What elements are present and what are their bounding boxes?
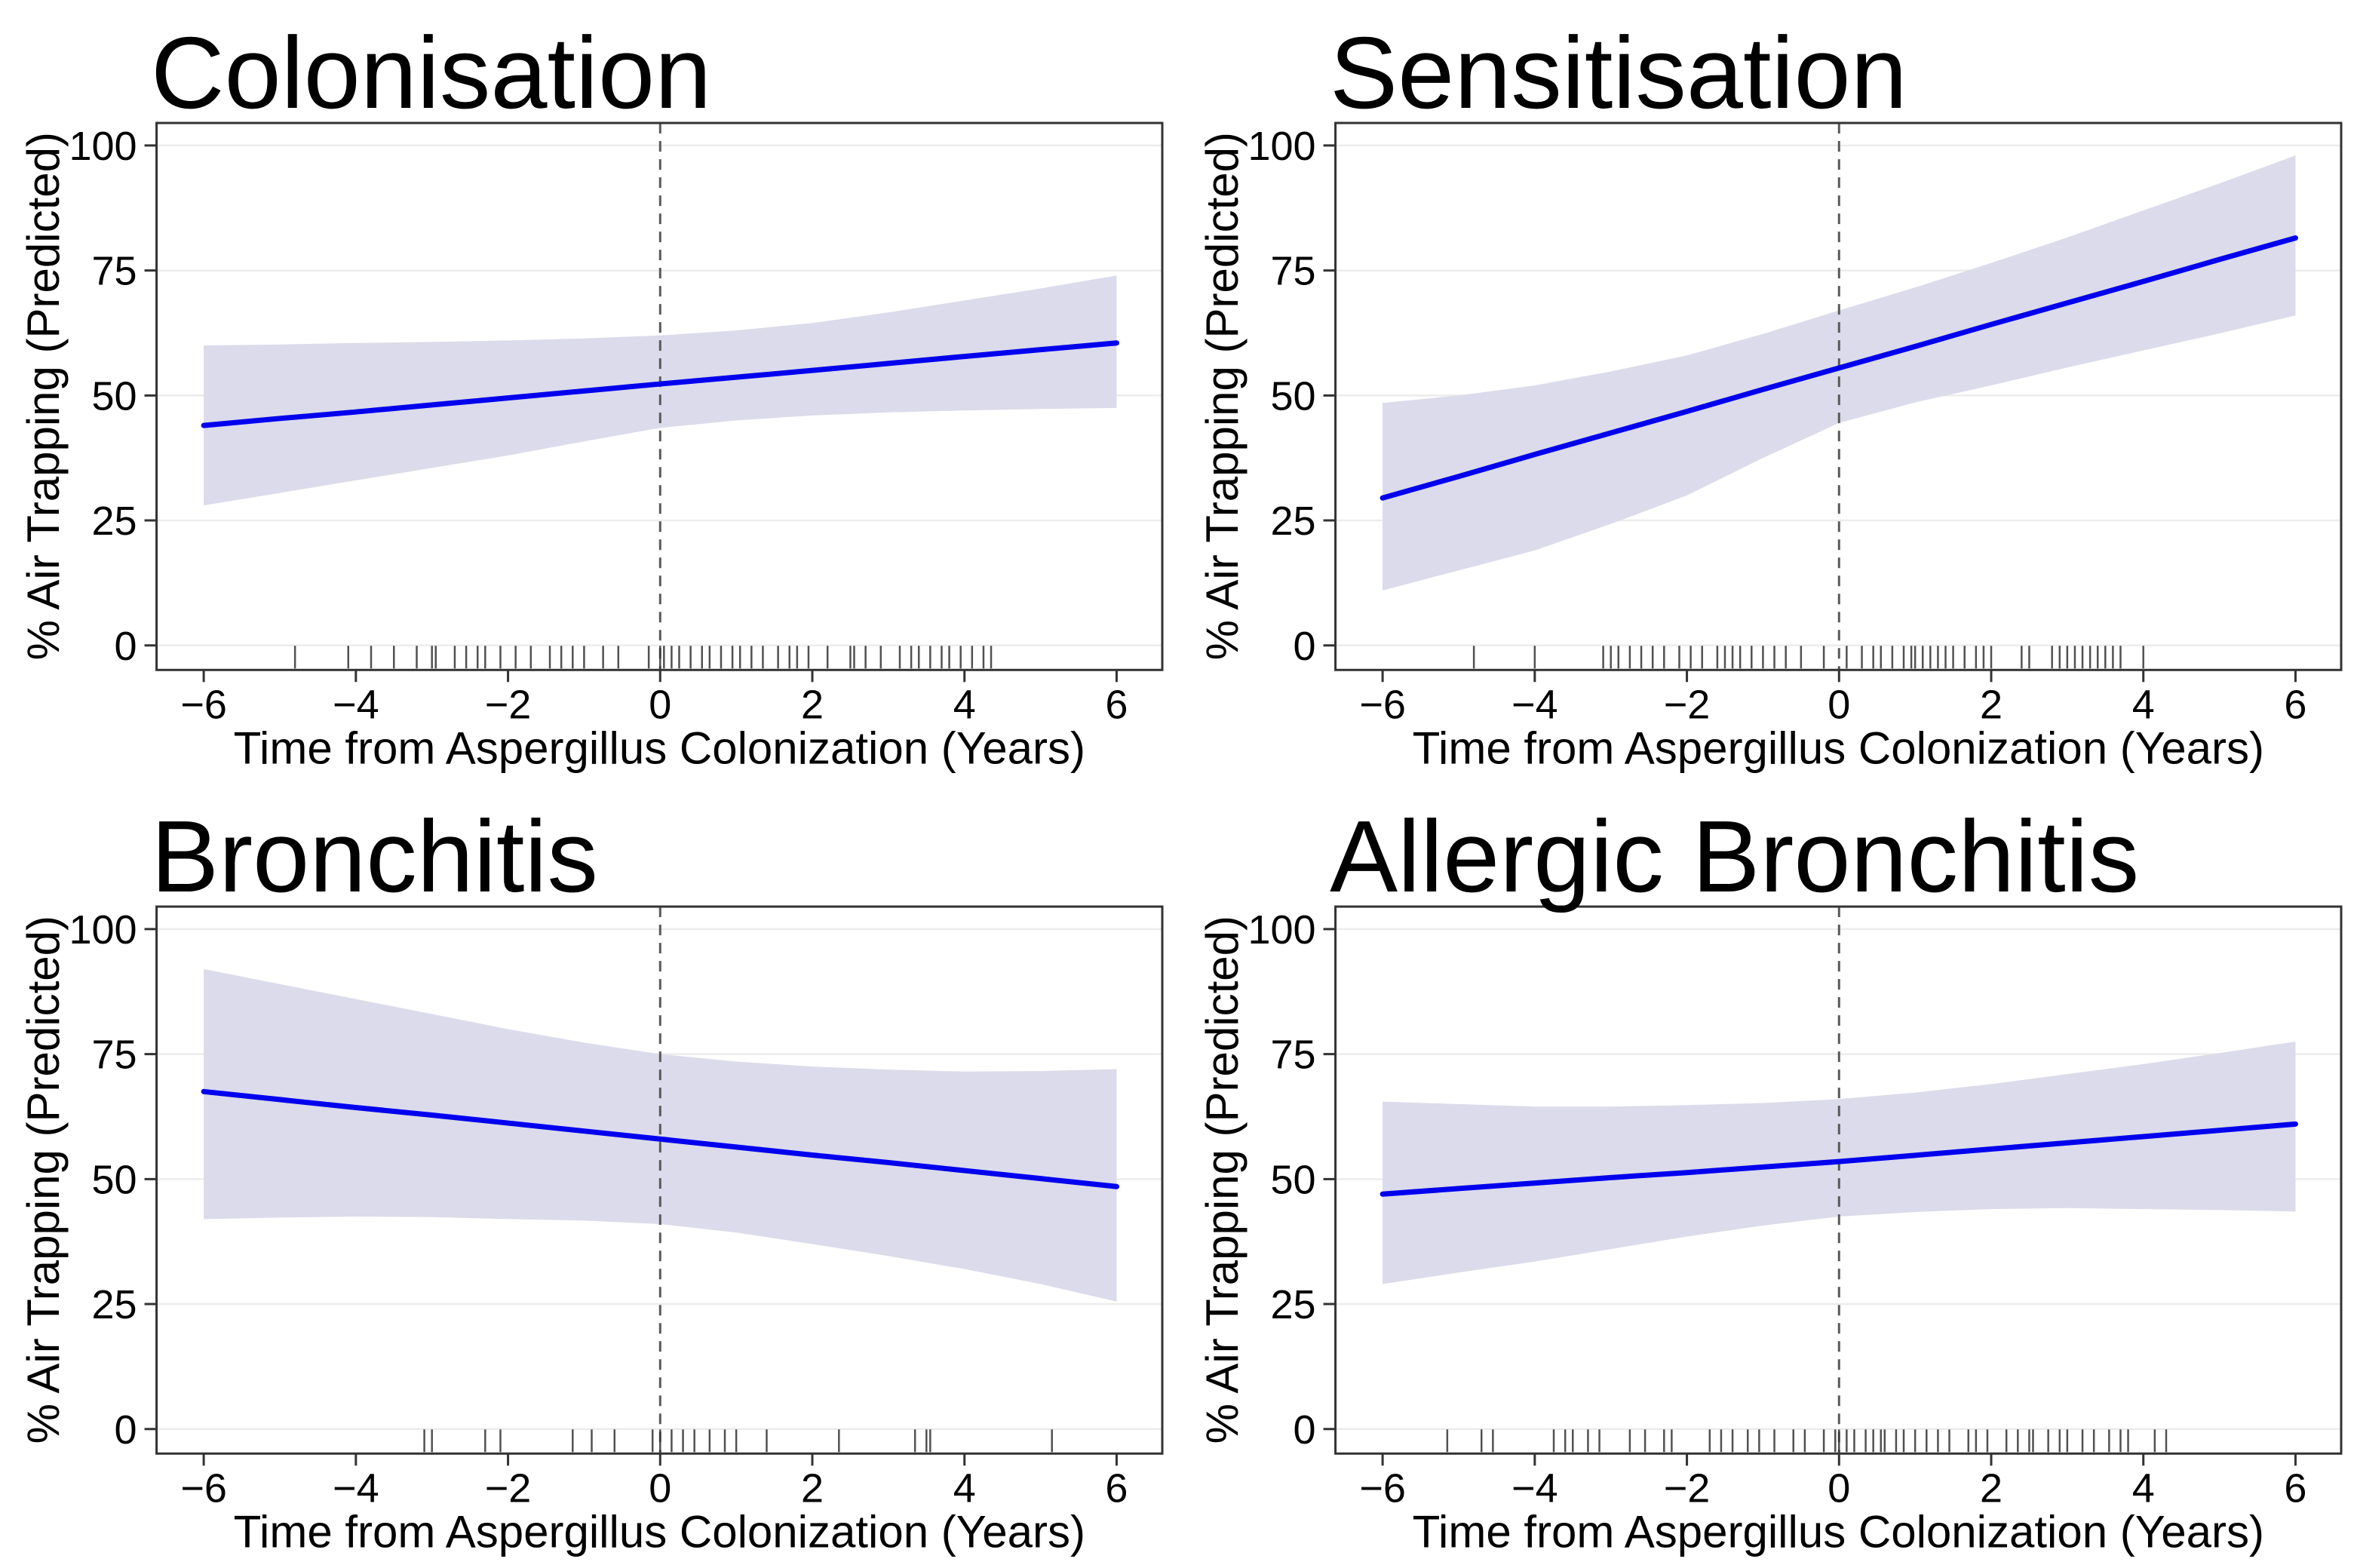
x-tick-label: −4 (333, 682, 379, 727)
y-tick-label: 50 (91, 1158, 137, 1203)
x-tick-label: −6 (1359, 682, 1406, 727)
y-tick-label: 100 (69, 124, 137, 169)
chart-geometry: −6 −4 −2 0 2 4 6 0 25 50 75 100 (69, 123, 1162, 727)
x-tick-label: −6 (180, 682, 227, 727)
y-tick-label: 25 (1270, 1282, 1315, 1327)
x-tick-label: −4 (333, 1466, 379, 1511)
x-tick-label: −4 (1511, 1466, 1558, 1511)
panel-title: Bronchitis (151, 799, 598, 913)
x-tick-label: 6 (2284, 682, 2306, 727)
x-tick-label: 6 (2284, 1466, 2306, 1511)
panel-title: Colonisation (151, 16, 711, 130)
x-axis-title: Time from Aspergillus Colonization (Year… (1412, 1507, 2263, 1557)
x-tick-label: −2 (1663, 682, 1710, 727)
chart-allergic-bronchitis: −6 −4 −2 0 2 4 6 0 25 50 75 100 Allergic Bronchitis… (1179, 784, 2357, 1567)
y-tick-label: 0 (1293, 624, 1315, 669)
x-tick-label: −2 (485, 682, 532, 727)
y-tick-label: 100 (1248, 124, 1315, 169)
y-tick-label: 0 (115, 1407, 137, 1453)
chart-geometry: −6 −4 −2 0 2 4 6 0 25 50 75 100 (69, 907, 1162, 1511)
x-tick-label: 4 (2131, 1466, 2154, 1511)
y-tick-label: 75 (1270, 1033, 1315, 1078)
x-tick-label: 0 (649, 1466, 671, 1511)
y-tick-label: 0 (115, 624, 137, 669)
panel-title: Allergic Bronchitis (1330, 799, 2139, 913)
x-tick-label: 0 (1828, 1466, 1850, 1511)
y-tick-label: 50 (1270, 1158, 1315, 1203)
chart-geometry: −6 −4 −2 0 2 4 6 0 25 50 75 100 (1248, 907, 2341, 1511)
y-tick-label: 50 (1270, 373, 1315, 419)
y-axis-title: % Air Trapping (Predicted) (18, 916, 69, 1444)
x-tick-label: −2 (1663, 1466, 1710, 1511)
x-tick-label: 2 (801, 1466, 824, 1511)
y-tick-label: 0 (1293, 1407, 1315, 1453)
y-axis-title: % Air Trapping (Predicted) (1197, 132, 1248, 660)
y-axis-title: % Air Trapping (Predicted) (18, 132, 69, 660)
y-axis-title: % Air Trapping (Predicted) (1197, 916, 1248, 1444)
x-tick-label: 0 (649, 682, 671, 727)
y-tick-label: 25 (91, 499, 137, 544)
y-tick-label: 75 (91, 249, 137, 294)
y-tick-label: 100 (69, 907, 137, 953)
chart-geometry: −6 −4 −2 0 2 4 6 0 25 50 75 100 (1248, 123, 2341, 727)
panel-sensitisation: −6 −4 −2 0 2 4 6 0 25 50 75 100 Sensitisation Time … (1179, 0, 2357, 784)
x-tick-label: −6 (1359, 1466, 1406, 1511)
x-tick-label: 4 (953, 682, 976, 727)
x-tick-label: −4 (1511, 682, 1558, 727)
chart-bronchitis: −6 −4 −2 0 2 4 6 0 25 50 75 100 Bronchitis Time fro… (0, 784, 1179, 1567)
x-tick-label: −2 (485, 1466, 532, 1511)
panel-colonisation: −6 −4 −2 0 2 4 6 0 25 50 75 100 Colonisation Time f… (0, 0, 1179, 784)
x-axis-title: Time from Aspergillus Colonization (Year… (234, 723, 1085, 773)
panel-allergic-bronchitis: −6 −4 −2 0 2 4 6 0 25 50 75 100 Allergic Bronchitis… (1179, 784, 2357, 1567)
x-tick-label: 6 (1105, 1466, 1128, 1511)
x-tick-label: 4 (2131, 682, 2154, 727)
x-tick-label: 0 (1828, 682, 1850, 727)
x-axis-title: Time from Aspergillus Colonization (Year… (234, 1507, 1085, 1557)
x-tick-label: 6 (1105, 682, 1128, 727)
y-tick-label: 100 (1248, 907, 1315, 953)
x-axis-title: Time from Aspergillus Colonization (Year… (1412, 723, 2263, 773)
x-tick-label: 2 (1979, 682, 2002, 727)
panel-bronchitis: −6 −4 −2 0 2 4 6 0 25 50 75 100 Bronchitis Time fro… (0, 784, 1179, 1567)
x-tick-label: −6 (180, 1466, 227, 1511)
x-tick-label: 2 (1979, 1466, 2002, 1511)
y-tick-label: 75 (91, 1033, 137, 1078)
chart-sensitisation: −6 −4 −2 0 2 4 6 0 25 50 75 100 Sensitisation Time … (1179, 0, 2357, 784)
y-tick-label: 25 (91, 1282, 137, 1327)
y-tick-label: 75 (1270, 249, 1315, 294)
y-tick-label: 50 (91, 373, 137, 419)
panel-title: Sensitisation (1330, 16, 1907, 130)
chart-colonisation: −6 −4 −2 0 2 4 6 0 25 50 75 100 Colonisation Time f… (0, 0, 1179, 784)
x-tick-label: 4 (953, 1466, 976, 1511)
y-tick-label: 25 (1270, 499, 1315, 544)
x-tick-label: 2 (801, 682, 824, 727)
